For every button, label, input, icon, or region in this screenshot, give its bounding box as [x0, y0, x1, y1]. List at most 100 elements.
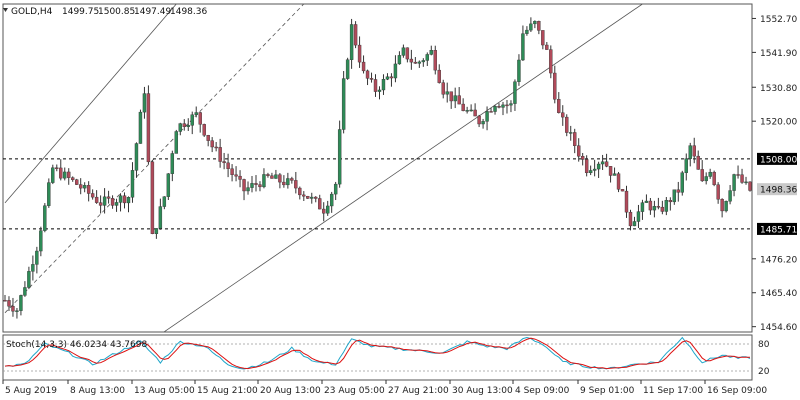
candle-body: [445, 91, 449, 95]
candle-body: [306, 195, 310, 199]
candle-body: [429, 50, 433, 55]
candle-body: [178, 123, 182, 132]
candle-body: [485, 111, 489, 122]
candle-body: [684, 158, 688, 173]
candle-body: [656, 206, 661, 208]
candle-body: [513, 81, 517, 104]
x-tick-label: 13 Aug 05:00: [134, 386, 195, 396]
candle-body: [226, 162, 230, 169]
candle-body: [106, 196, 111, 199]
candle-body: [198, 112, 202, 125]
candle-body: [640, 202, 645, 212]
candle-body: [254, 183, 258, 185]
candle-body: [242, 179, 246, 192]
candle-body: [461, 103, 465, 111]
symbol-label: GOLD,H4: [11, 7, 53, 17]
x-tick-label: 16 Sep 09:00: [707, 386, 767, 396]
candle-body: [596, 163, 601, 170]
candle-body: [740, 174, 744, 183]
candle-body: [509, 103, 513, 106]
candle-body: [409, 58, 414, 63]
candle-body: [318, 198, 322, 210]
candle-body: [517, 59, 521, 82]
candle-body: [43, 205, 47, 231]
candle-body: [282, 181, 286, 186]
level-price-tag: [757, 222, 797, 235]
trend-channel-lines[interactable]: [4, 4, 643, 332]
candle-body: [246, 187, 250, 192]
candle-body: [67, 171, 71, 178]
symbol-dropdown-icon[interactable]: [3, 8, 8, 12]
candle-body: [39, 230, 43, 252]
candle-body: [521, 33, 525, 61]
candle-body: [525, 29, 529, 34]
candle-body: [94, 196, 99, 203]
candle-body: [230, 168, 234, 175]
candle-body: [51, 167, 55, 183]
candle-body: [417, 61, 422, 64]
candle-body: [90, 193, 95, 198]
x-tick-label: 20 Aug 13:00: [260, 386, 321, 396]
candle-body: [433, 50, 437, 71]
x-tick-label: 23 Aug 05:00: [324, 386, 385, 396]
channel-line[interactable]: [164, 4, 643, 332]
candle-body: [274, 174, 278, 179]
channel-line[interactable]: [4, 4, 177, 204]
candle-body: [23, 287, 27, 296]
candle-body: [652, 206, 657, 211]
candle-body: [290, 178, 294, 181]
ohlc-close: 1498.36: [170, 7, 207, 17]
stoch-level-20-label: 20: [758, 367, 770, 377]
candle-body: [505, 104, 509, 107]
candle-body: [569, 132, 573, 134]
candle-body: [537, 21, 541, 31]
candle-body: [573, 132, 577, 146]
candle-body: [604, 161, 609, 167]
candle-body: [672, 189, 677, 203]
candle-body: [337, 129, 342, 185]
y-tick-label: 1465.40: [760, 289, 797, 299]
candle-body: [473, 109, 477, 117]
channel-line[interactable]: [4, 4, 305, 314]
candle-body: [59, 167, 63, 179]
current-price-tag: [757, 183, 797, 196]
candle-body: [732, 174, 736, 191]
x-tick-label: 15 Aug 21:00: [197, 386, 258, 396]
candle-body: [98, 202, 103, 206]
candle-body: [580, 156, 585, 160]
candle-body: [3, 300, 7, 302]
candle-body: [565, 116, 569, 133]
candle-body: [210, 140, 214, 148]
candle-body: [329, 193, 334, 207]
candle-body: [298, 187, 302, 196]
stoch-plot-frame[interactable]: [2, 334, 753, 381]
candle-body: [78, 184, 83, 189]
candle-body: [620, 189, 625, 192]
candle-body: [533, 21, 537, 25]
y-tick-label: 1530.80: [760, 84, 797, 94]
candle-body: [138, 111, 143, 144]
horizontal-levels[interactable]: 1508.00 1485.71 1498.36: [3, 152, 797, 236]
candle-body: [553, 72, 557, 100]
candle-body: [353, 24, 358, 46]
candle-body: [437, 69, 441, 83]
candle-body: [126, 197, 131, 204]
candle-body: [361, 61, 366, 72]
candlestick-series: [3, 17, 752, 319]
candle-body: [182, 123, 186, 127]
candle-body: [7, 300, 11, 307]
candle-body: [130, 170, 135, 198]
candle-body: [397, 55, 402, 65]
ohlc-open: 1499.75: [62, 7, 99, 17]
candle-body: [286, 178, 290, 186]
candle-body: [465, 110, 469, 112]
candle-body: [700, 169, 704, 182]
candle-body: [632, 221, 637, 227]
main-chart-area[interactable]: [2, 3, 753, 333]
candle-body: [676, 189, 680, 193]
candle-body: [114, 202, 119, 206]
main-plot-frame[interactable]: [2, 3, 753, 333]
candle-body: [166, 173, 171, 197]
candle-body: [118, 195, 123, 203]
